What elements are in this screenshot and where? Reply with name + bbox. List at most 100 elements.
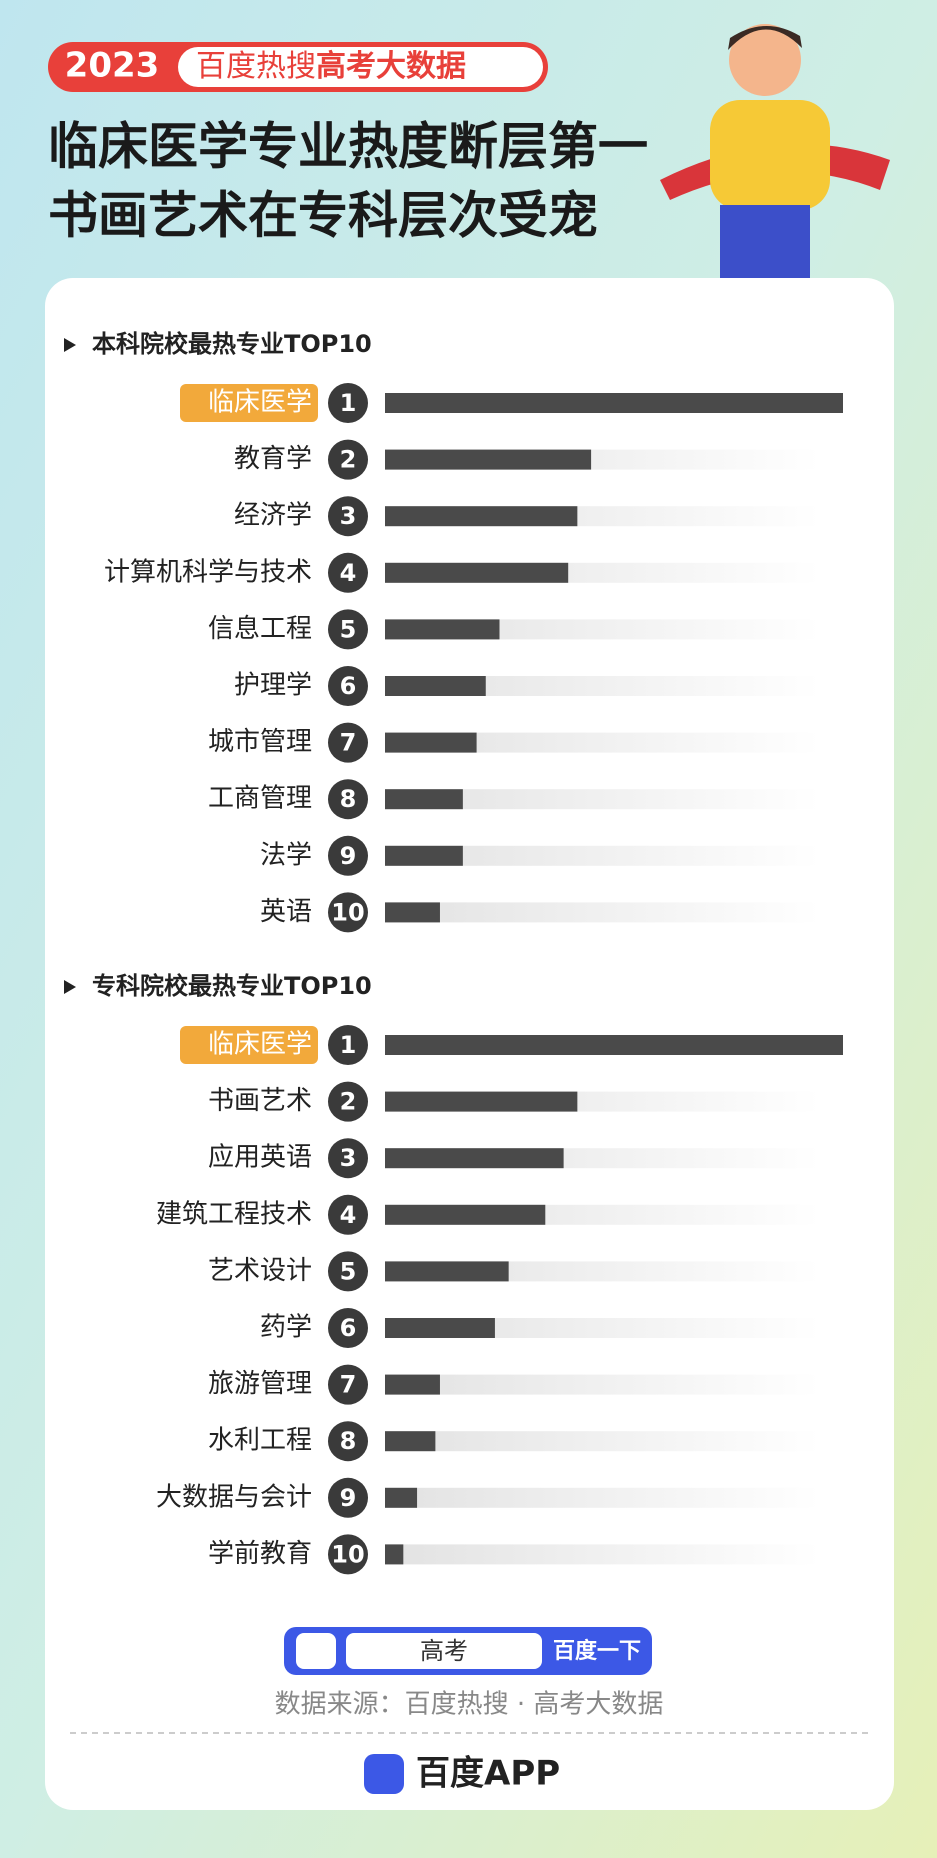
rank-label: 8 <box>340 1427 357 1455</box>
bar-track <box>385 789 820 810</box>
bar <box>385 1374 440 1395</box>
bar-track <box>385 732 820 753</box>
rank-label: 6 <box>340 1314 357 1342</box>
rank-badge <box>328 609 368 650</box>
category-label: 城市管理 <box>208 727 312 757</box>
bar-track <box>385 845 820 866</box>
rank-badge <box>328 666 368 706</box>
category-label: 应用英语 <box>208 1143 312 1173</box>
bar <box>385 1091 578 1112</box>
rank-badge <box>328 835 368 876</box>
rank-label: 5 <box>340 1257 357 1285</box>
rank-badge <box>328 1477 368 1518</box>
rank-badge <box>328 439 368 480</box>
rank-badge <box>328 1364 368 1405</box>
bar <box>385 845 463 866</box>
category-label: 临床医学 <box>208 388 312 418</box>
bar-track <box>385 1374 820 1395</box>
bar <box>385 676 486 696</box>
bar <box>385 1544 404 1565</box>
bar <box>385 562 569 583</box>
title-line: 书画艺术在专科层次受宠 <box>48 187 598 245</box>
tag-text: 百度热搜 <box>196 49 316 84</box>
category-label: 艺术设计 <box>208 1256 312 1286</box>
bar <box>385 1035 843 1055</box>
tag: 百度热搜高考大数据 <box>196 49 466 84</box>
category-label: 水利工程 <box>208 1426 312 1456</box>
bar <box>385 393 843 413</box>
highlight-label <box>180 1026 318 1064</box>
rank-label: 7 <box>340 1371 357 1399</box>
rank-label: 2 <box>340 1088 357 1116</box>
search-input <box>346 1633 542 1669</box>
bar-track <box>385 676 820 696</box>
category-label: 法学 <box>260 840 312 870</box>
tag-bold: 高考大数据 <box>316 49 466 84</box>
rank-label: 5 <box>340 615 357 643</box>
category-label: 旅游管理 <box>208 1369 312 1399</box>
bar <box>385 506 578 527</box>
illustration <box>660 24 890 280</box>
category-label: 教育学 <box>234 444 312 474</box>
section-title: 专科院校最热专业TOP10 <box>92 972 372 1000</box>
search-button: 百度一下 <box>553 1638 641 1664</box>
category-label: 学前教育 <box>208 1539 312 1569</box>
rank-label: 6 <box>340 672 357 700</box>
category-label: 信息工程 <box>208 614 312 644</box>
rank-badge <box>328 1251 368 1292</box>
category-label: 经济学 <box>234 501 312 531</box>
search-text: 高考 <box>420 1637 468 1665</box>
bar <box>385 1487 418 1508</box>
section-title: 本科院校最热专业TOP10 <box>92 330 372 358</box>
bar <box>385 732 477 753</box>
bar-track <box>385 902 820 923</box>
rank-label: 10 <box>331 898 364 926</box>
rank-label: 4 <box>340 1201 357 1229</box>
section-marker <box>64 980 76 994</box>
section-marker <box>64 338 76 352</box>
category-label: 计算机科学与技术 <box>104 557 312 587</box>
bar <box>385 619 500 640</box>
highlight-label <box>180 384 318 422</box>
rank-label: 4 <box>340 559 357 587</box>
rank-label: 2 <box>340 446 357 474</box>
rank-badge <box>328 496 368 537</box>
category-label: 书画艺术 <box>208 1086 312 1116</box>
header-pill-inner <box>178 47 543 87</box>
year: 2023 <box>65 46 160 86</box>
app-name: 百度APP <box>416 1754 560 1794</box>
category-label: 护理学 <box>234 671 312 701</box>
category-label: 临床医学 <box>208 1030 312 1060</box>
bar <box>385 1261 509 1282</box>
rank-badge <box>328 1421 368 1462</box>
bar <box>385 1204 546 1225</box>
rank-badge <box>328 1534 368 1575</box>
bar <box>385 1431 436 1452</box>
rank-label: 9 <box>340 842 357 870</box>
bar-track <box>385 1487 820 1508</box>
source: 数据来源：百度热搜 · 高考大数据 <box>275 1690 664 1720</box>
bar <box>385 902 440 923</box>
category-label: 工商管理 <box>208 784 312 814</box>
bar <box>385 1318 495 1338</box>
rank-badge <box>328 552 368 593</box>
category-label: 药学 <box>260 1313 312 1343</box>
rank-label: 3 <box>340 1144 357 1172</box>
title-line: 临床医学专业热度断层第一 <box>48 118 648 176</box>
rank-badge <box>328 383 368 423</box>
rank-badge <box>328 892 368 933</box>
rank-badge <box>328 779 368 820</box>
bar <box>385 449 592 470</box>
category-label: 英语 <box>260 897 312 927</box>
bar-track <box>385 1544 820 1565</box>
bar-track <box>385 1431 820 1452</box>
rank-badge <box>328 1194 368 1235</box>
rank-badge <box>328 1308 368 1348</box>
search-logo <box>296 1633 336 1669</box>
category-label: 大数据与会计 <box>156 1482 312 1512</box>
rank-label: 8 <box>340 785 357 813</box>
rank-badge <box>328 1138 368 1179</box>
rank-badge <box>328 1081 368 1122</box>
